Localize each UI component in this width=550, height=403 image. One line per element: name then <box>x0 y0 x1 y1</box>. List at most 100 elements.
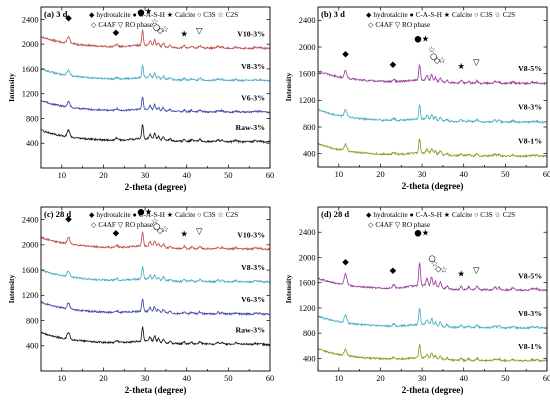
legend-line-1: ◆ hydrotalcite ● C-A-S-H ★ Calcite ○ C3S… <box>366 211 515 219</box>
peak-marker: ◆ <box>342 49 349 59</box>
series-label: V6-3% <box>241 94 265 103</box>
legend-item: ○ C3S <box>195 11 215 19</box>
y-tick-label: 400 <box>26 342 39 351</box>
peak-marker: ● <box>414 35 421 45</box>
peak-marker: ◆ <box>342 257 349 267</box>
peak-marker: ☆ <box>151 217 159 227</box>
legend-line-1: ◆ hydrotalcite ● C-A-S-H ★ Calcite ○ C3S… <box>89 211 238 219</box>
x-tick-label: 30 <box>418 170 426 179</box>
peak-marker: ◆ <box>65 14 72 24</box>
y-tick-label: 2000 <box>299 43 316 52</box>
legend-item: ▽ RO phase <box>393 21 430 29</box>
series-line <box>318 138 547 159</box>
y-tick-label: 800 <box>303 329 316 338</box>
x-tick-label: 20 <box>376 170 384 179</box>
y-tick-label: 800 <box>26 316 39 325</box>
x-tick-label: 40 <box>460 374 468 383</box>
y-axis-title: Intensity <box>7 73 16 102</box>
peak-marker: ★ <box>145 7 153 17</box>
y-axis-title: Intensity <box>7 274 16 303</box>
peak-marker: ○ <box>153 222 160 232</box>
y-tick-label: 1200 <box>299 304 316 313</box>
x-tick-label: 20 <box>99 374 107 383</box>
legend-item: ◇ C4AF <box>91 21 116 29</box>
peak-marker: ★ <box>145 208 153 218</box>
legend-item: ● C-A-S-H <box>408 11 442 19</box>
legend-item: ☆ C2S <box>216 11 238 19</box>
series-label: V10-3% <box>237 30 265 39</box>
y-tick-label: 2400 <box>22 216 39 225</box>
x-axis-title: 2-theta (degree) <box>125 182 187 192</box>
peak-marker: ★ <box>180 30 188 40</box>
series-line <box>41 266 270 284</box>
legend-item: ▽ RO phase <box>116 21 153 29</box>
series-label: V6-3% <box>241 295 265 304</box>
plot-frame <box>317 206 548 372</box>
series-line <box>318 63 547 86</box>
series-label: V10-3% <box>237 230 265 239</box>
series-label: V8-3% <box>241 62 265 71</box>
legend-item: ★ Calcite <box>442 11 472 19</box>
x-tick-label: 40 <box>183 171 191 180</box>
peak-marker: ☆ <box>440 266 448 276</box>
series-line <box>318 104 547 124</box>
legend-item: ◆ hydrotalcite <box>89 211 131 219</box>
legend-item: ○ C3S <box>472 211 492 219</box>
peak-marker: ☆ <box>438 56 446 66</box>
x-tick-label: 50 <box>501 170 509 179</box>
x-tick-label: 30 <box>141 171 149 180</box>
y-tick-label: 1600 <box>22 65 39 74</box>
x-tick-label: 50 <box>501 374 509 383</box>
x-tick-label: 10 <box>335 374 343 383</box>
peak-marker: ★ <box>422 228 430 238</box>
peak-marker: ◆ <box>113 228 120 238</box>
series-label: Raw-3% <box>236 123 266 132</box>
peak-marker: ◆ <box>65 215 72 225</box>
series-label: Raw-3% <box>236 326 266 335</box>
peak-marker: ● <box>414 228 421 238</box>
chart-panel: V10-3%V8-3%V6-3%Raw-3%◆◆● ★☆○◇☆ ★ ▽10 20 30 40… <box>7 206 274 395</box>
y-tick-label: 800 <box>303 123 316 132</box>
peak-marker: ▽ <box>196 27 203 37</box>
peak-marker: ○ <box>153 23 160 33</box>
peak-marker: ◇ <box>434 56 441 66</box>
x-tick-label: 10 <box>58 171 66 180</box>
peak-marker: ◇ <box>157 26 164 36</box>
legend-item: ◇ C4AF <box>368 221 393 229</box>
x-tick-label: 10 <box>335 170 343 179</box>
peak-marker: ★ <box>457 269 465 279</box>
legend-item: ● C-A-S-H <box>131 11 165 19</box>
legend-item: ▽ RO phase <box>393 221 430 229</box>
legend-item: ☆ C2S <box>493 11 515 19</box>
x-tick-label: 60 <box>266 171 274 180</box>
x-tick-label: 40 <box>460 170 468 179</box>
x-tick-label: 20 <box>99 171 107 180</box>
peak-marker: ☆ <box>151 17 159 27</box>
y-tick-label: 400 <box>303 354 316 363</box>
peak-marker: ◇ <box>157 226 164 236</box>
series-line <box>41 96 270 114</box>
y-axis-title: Intensity <box>284 274 293 303</box>
peak-marker: ☆ <box>431 259 439 269</box>
legend-item: ○ C3S <box>472 11 492 19</box>
peak-marker: ▽ <box>473 266 480 276</box>
peak-marker: ☆ <box>428 45 436 55</box>
series-label: V8-3% <box>518 103 542 112</box>
y-tick-label: 1200 <box>299 96 316 105</box>
x-tick-label: 60 <box>266 374 274 383</box>
plot-frame <box>40 206 271 372</box>
y-tick-label: 400 <box>26 139 39 148</box>
legend-item: ● C-A-S-H <box>408 211 442 219</box>
panel-title: (d) 28 d <box>321 209 349 219</box>
x-tick-label: 50 <box>224 374 232 383</box>
chart-panel: V10-3%V8-3%V6-3%Raw-3%◆◆● ★☆○◇☆ ★ ▽10 20 30 40… <box>7 6 274 192</box>
x-tick-label: 20 <box>376 374 384 383</box>
legend-item: ◆ hydrotalcite <box>366 11 408 19</box>
peak-marker: ▽ <box>196 227 203 237</box>
plot-frame <box>40 6 271 169</box>
plot-frame <box>317 6 548 168</box>
peak-marker: ☆ <box>161 25 169 35</box>
panel-title: (c) 28 d <box>44 209 71 219</box>
series-line <box>41 124 270 144</box>
series-label: V8-3% <box>241 263 265 272</box>
